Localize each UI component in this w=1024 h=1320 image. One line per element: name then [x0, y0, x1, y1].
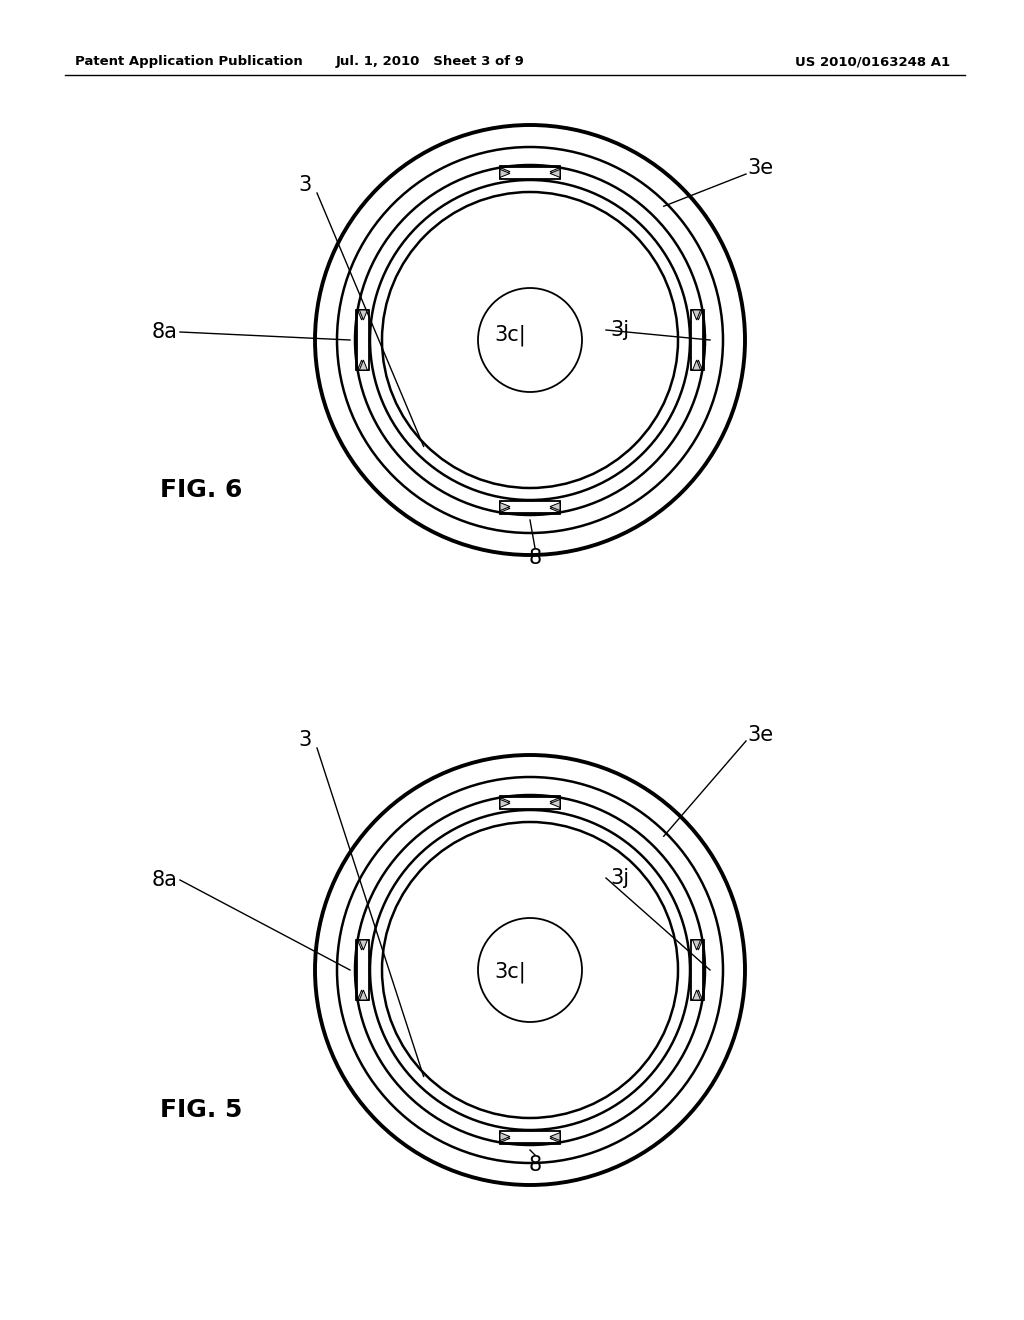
Polygon shape [357, 310, 370, 370]
Polygon shape [692, 310, 700, 319]
Polygon shape [357, 940, 366, 950]
Circle shape [315, 755, 745, 1185]
Polygon shape [500, 1134, 510, 1142]
Text: 3e: 3e [746, 725, 773, 744]
Text: 3e: 3e [746, 158, 773, 178]
Circle shape [382, 191, 678, 488]
Polygon shape [355, 310, 368, 370]
Text: 8a: 8a [152, 322, 178, 342]
Text: 3j: 3j [610, 319, 630, 341]
Text: FIG. 6: FIG. 6 [160, 478, 243, 502]
Polygon shape [357, 990, 366, 1001]
Polygon shape [512, 796, 548, 809]
Polygon shape [692, 360, 700, 370]
Polygon shape [692, 990, 700, 1001]
Polygon shape [357, 940, 370, 1001]
Polygon shape [500, 1131, 560, 1143]
Polygon shape [550, 1134, 560, 1142]
Text: 3c|: 3c| [495, 961, 526, 983]
Polygon shape [512, 1131, 548, 1144]
Polygon shape [500, 169, 510, 177]
Text: 8a: 8a [152, 870, 178, 890]
Text: 3j: 3j [610, 869, 630, 888]
Polygon shape [550, 503, 560, 511]
Text: 8: 8 [528, 548, 542, 568]
Polygon shape [500, 503, 510, 511]
Polygon shape [500, 1133, 510, 1140]
Polygon shape [694, 310, 702, 319]
Polygon shape [550, 169, 560, 177]
Polygon shape [500, 796, 560, 808]
Polygon shape [355, 952, 370, 987]
Polygon shape [692, 940, 700, 950]
Polygon shape [500, 797, 510, 805]
Polygon shape [512, 165, 548, 180]
Polygon shape [690, 322, 705, 358]
Text: 3c|: 3c| [495, 325, 526, 346]
Polygon shape [694, 940, 702, 950]
Polygon shape [357, 310, 366, 319]
Circle shape [478, 288, 582, 392]
Polygon shape [359, 940, 368, 950]
Polygon shape [692, 940, 705, 1001]
Circle shape [337, 147, 723, 533]
Polygon shape [500, 168, 560, 180]
Circle shape [337, 777, 723, 1163]
Polygon shape [690, 952, 705, 987]
Polygon shape [357, 360, 366, 370]
Polygon shape [359, 360, 368, 370]
Polygon shape [550, 168, 560, 176]
Polygon shape [550, 797, 560, 805]
Polygon shape [359, 310, 368, 319]
Text: Jul. 1, 2010   Sheet 3 of 9: Jul. 1, 2010 Sheet 3 of 9 [336, 55, 524, 69]
Text: FIG. 5: FIG. 5 [160, 1098, 243, 1122]
Polygon shape [694, 360, 702, 370]
Polygon shape [355, 322, 370, 358]
Text: 8: 8 [528, 1155, 542, 1175]
Polygon shape [500, 800, 510, 808]
Polygon shape [500, 500, 560, 512]
Polygon shape [550, 800, 560, 808]
Polygon shape [359, 990, 368, 1001]
Polygon shape [500, 168, 510, 176]
Polygon shape [500, 797, 560, 809]
Polygon shape [500, 1133, 560, 1144]
Text: Patent Application Publication: Patent Application Publication [75, 55, 303, 69]
Circle shape [315, 125, 745, 554]
Polygon shape [550, 504, 560, 512]
Polygon shape [512, 500, 548, 515]
Circle shape [478, 917, 582, 1022]
Polygon shape [694, 990, 702, 1001]
Text: 3: 3 [298, 730, 311, 750]
Text: US 2010/0163248 A1: US 2010/0163248 A1 [795, 55, 950, 69]
Polygon shape [500, 165, 560, 178]
Circle shape [382, 822, 678, 1118]
Polygon shape [500, 504, 510, 512]
Polygon shape [500, 503, 560, 515]
Polygon shape [690, 940, 702, 1001]
Polygon shape [692, 310, 705, 370]
Polygon shape [355, 940, 368, 1001]
Text: 3: 3 [298, 176, 311, 195]
Polygon shape [690, 310, 702, 370]
Polygon shape [550, 1133, 560, 1140]
